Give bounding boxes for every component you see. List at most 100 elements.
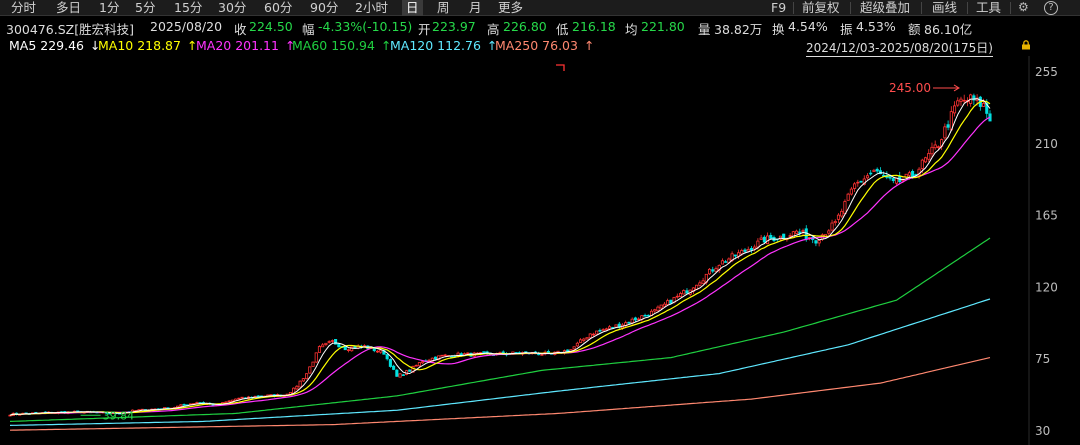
period-tab[interactable]: 更多 bbox=[498, 0, 524, 15]
toolbar-item[interactable]: 工具 bbox=[976, 0, 1002, 15]
y-tick-label: 30 bbox=[1035, 424, 1050, 438]
period-tab[interactable]: 1分 bbox=[99, 0, 120, 15]
candle-body bbox=[714, 268, 718, 272]
help-icon[interactable]: ? bbox=[1044, 1, 1058, 15]
candle-body bbox=[195, 402, 199, 404]
period-tab[interactable]: 5分 bbox=[135, 0, 156, 15]
candle-body bbox=[720, 260, 724, 265]
y-tick-label: 120 bbox=[1035, 280, 1058, 294]
candle-body bbox=[907, 172, 911, 176]
candle-body bbox=[379, 349, 383, 353]
period-tab[interactable]: 日 bbox=[402, 0, 423, 16]
candle-body bbox=[952, 105, 957, 114]
ma-legend-item: MA60 150.94 ↑ bbox=[292, 38, 391, 53]
date-range-selector[interactable]: 2024/12/03-2025/08/20(175日) bbox=[806, 41, 993, 57]
candle-body bbox=[575, 342, 579, 347]
ma-trend-arrow: ↑ bbox=[380, 38, 392, 53]
period-tab[interactable]: 90分 bbox=[310, 0, 339, 15]
avg-label: 均 bbox=[625, 22, 638, 37]
ma5-line bbox=[9, 98, 991, 416]
period-tab[interactable]: 月 bbox=[469, 0, 482, 15]
ma250-line bbox=[9, 357, 991, 431]
candle-body bbox=[865, 175, 870, 179]
toolbar-item[interactable]: 画线 bbox=[932, 0, 958, 15]
cursor-marker bbox=[556, 64, 565, 71]
settings-icon[interactable]: ⚙ bbox=[1018, 0, 1029, 14]
candle-body bbox=[585, 337, 589, 340]
ma-trend-arrow: ↑ bbox=[284, 38, 296, 53]
candle-body bbox=[749, 247, 753, 251]
close-value: 224.50 bbox=[249, 19, 293, 34]
candle-body bbox=[711, 269, 715, 272]
candle-body bbox=[836, 214, 841, 220]
candle-body bbox=[814, 240, 818, 244]
ma-legend-item: MA10 218.87 ↑ bbox=[98, 38, 197, 53]
candle-body bbox=[762, 236, 766, 243]
candle-body bbox=[466, 352, 470, 355]
candle-body bbox=[849, 188, 853, 195]
toolbar-separator bbox=[1010, 2, 1011, 14]
candle-body bbox=[666, 300, 670, 306]
high-label: 高 bbox=[487, 22, 500, 37]
candle-body bbox=[653, 309, 657, 312]
candle-body bbox=[646, 314, 650, 317]
candle-body bbox=[795, 230, 799, 234]
toolbar-item[interactable]: F9 bbox=[771, 0, 787, 15]
candle-body bbox=[827, 230, 831, 234]
period-tab[interactable]: 60分 bbox=[264, 0, 293, 15]
lock-icon[interactable] bbox=[1021, 40, 1031, 50]
candle-body bbox=[385, 354, 389, 360]
candle-body bbox=[314, 352, 318, 363]
period-tab[interactable]: 分时 bbox=[11, 0, 37, 15]
turnover-value: 4.54% bbox=[788, 19, 828, 34]
candle-body bbox=[701, 280, 705, 284]
candle-body bbox=[598, 329, 602, 332]
candle-body bbox=[179, 404, 183, 407]
candle-body bbox=[540, 354, 544, 356]
candle-body bbox=[923, 157, 928, 163]
candle-body bbox=[769, 234, 773, 239]
candle-body bbox=[604, 328, 608, 331]
period-tab[interactable]: 多日 bbox=[56, 0, 82, 15]
period-tab[interactable]: 2小时 bbox=[355, 0, 388, 15]
amount-value: 86.10亿 bbox=[924, 22, 973, 37]
candle-body bbox=[295, 385, 299, 390]
candle-body bbox=[317, 346, 322, 353]
candle-body bbox=[227, 400, 231, 403]
toolbar-item[interactable]: 超级叠加 bbox=[860, 0, 911, 15]
candle-body bbox=[746, 249, 750, 252]
candlestick-chart[interactable]: 255 210 165 120 75 30 245.00 39.84 bbox=[0, 56, 1080, 445]
period-tab[interactable]: 周 bbox=[437, 0, 450, 15]
turnover-label: 换 bbox=[772, 22, 785, 37]
candle-body bbox=[656, 306, 660, 312]
period-tab[interactable]: 15分 bbox=[174, 0, 203, 15]
candle-body bbox=[637, 318, 641, 321]
candle-body bbox=[337, 343, 341, 348]
ma-trend-arrow: ↑ bbox=[186, 38, 198, 53]
candle-body bbox=[959, 98, 963, 102]
candle-body bbox=[8, 414, 12, 417]
amplitude-value: 4.53% bbox=[856, 19, 896, 34]
candle-body bbox=[408, 369, 412, 372]
toolbar-item[interactable]: 前复权 bbox=[802, 0, 840, 15]
candle-body bbox=[627, 321, 631, 324]
change-label: 幅 bbox=[302, 22, 315, 37]
period-tab[interactable]: 30分 bbox=[218, 0, 247, 15]
close-label: 收 bbox=[234, 22, 247, 37]
candle-body bbox=[840, 210, 844, 217]
candle-body bbox=[301, 378, 305, 382]
candle-body bbox=[375, 350, 380, 353]
candle-body bbox=[659, 304, 663, 309]
candle-body bbox=[440, 354, 444, 357]
candle-body bbox=[675, 295, 679, 298]
y-tick-label: 75 bbox=[1035, 352, 1050, 366]
candle-body bbox=[733, 254, 737, 257]
candle-body bbox=[740, 250, 744, 255]
candle-body bbox=[450, 355, 454, 358]
ma-trend-arrow: ↑ bbox=[486, 38, 498, 53]
candle-body bbox=[414, 364, 418, 367]
candle-body bbox=[417, 362, 421, 367]
candle-body bbox=[962, 99, 966, 102]
ma60-line bbox=[9, 237, 991, 422]
candle-body bbox=[321, 344, 325, 348]
